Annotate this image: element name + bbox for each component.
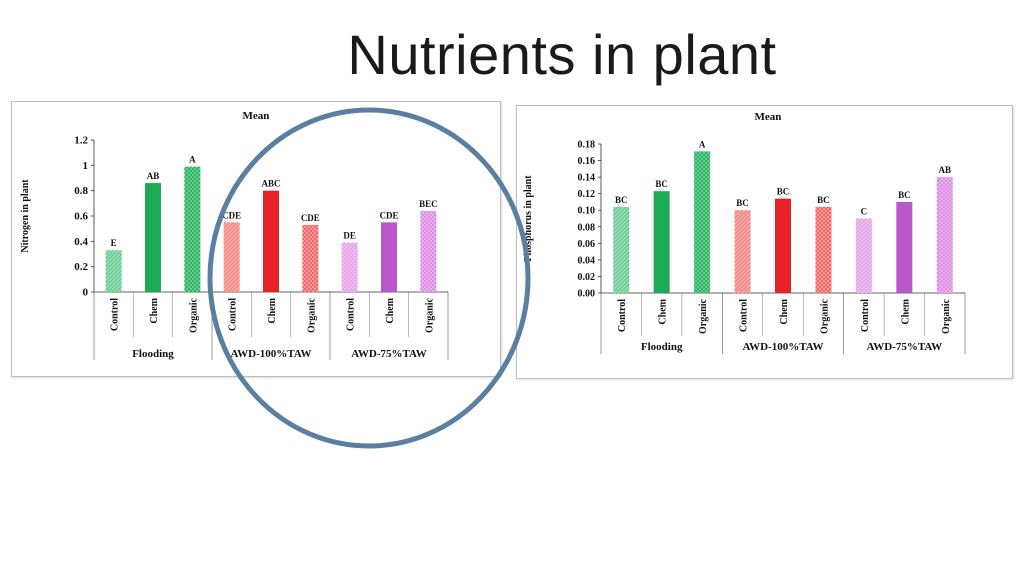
bar-awd-100-taw-control <box>223 222 240 292</box>
x-category-label: Control <box>617 299 628 332</box>
x-category-label: Control <box>739 299 750 332</box>
slide-title: Nutrients in plant <box>347 23 777 86</box>
bar-flooding-organic <box>694 151 711 293</box>
bar-data-label: AB <box>939 165 952 175</box>
bar-awd-75-taw-organic <box>936 177 953 293</box>
x-category-label: Control <box>110 298 121 331</box>
bar-data-label: CDE <box>301 213 320 223</box>
bar-data-label: BC <box>655 179 668 189</box>
bar-flooding-organic <box>184 166 201 292</box>
x-category-label: Organic <box>424 297 435 333</box>
bar-awd-75-taw-chem <box>381 222 397 292</box>
phosphorus-chart-panel: Mean Phosphorus in plant 0.00 0.02 0.04 0.06 0… <box>516 105 1013 379</box>
x-category-label: Organic <box>819 298 830 334</box>
x-category-label: Control <box>860 299 871 332</box>
y-tick-label: 0.4 <box>74 236 88 248</box>
y-tick-label: 0.6 <box>74 211 88 223</box>
phosphorus-chart: Mean Phosphorus in plant 0.00 0.02 0.04 0.06 0… <box>523 111 966 354</box>
bar-flooding-chem <box>653 191 670 293</box>
y-axis-label: Phosphorus in plant <box>523 175 534 262</box>
bar-flooding-control <box>105 250 122 292</box>
bar-data-label: CDE <box>222 210 241 220</box>
x-category-label: Organic <box>941 298 952 334</box>
nitrogen-chart-panel: Mean Nitrogen in plant 0 0.2 0.4 0.6 0.8 1 1.2 E C… <box>11 101 501 377</box>
y-tick-label: 0.8 <box>74 185 88 197</box>
y-tick-label: 0.00 <box>578 289 596 300</box>
x-category-label: Chem <box>267 297 278 323</box>
bar-data-label: BC <box>898 190 911 200</box>
bar-data-label: DE <box>343 231 356 241</box>
bar-awd-100-taw-chem <box>263 190 279 292</box>
bar-data-label: BEC <box>419 199 438 209</box>
y-tick-label: 0.12 <box>578 189 596 200</box>
bar-awd-75-taw-chem <box>896 201 913 293</box>
y-tick-label: 0.06 <box>578 239 596 250</box>
bar-data-label: BC <box>736 198 749 208</box>
y-tick-label: 1 <box>83 160 89 172</box>
y-tick-label: 0.08 <box>578 222 596 233</box>
y-tick-label: 0.16 <box>578 156 596 167</box>
y-tick-label: 0.10 <box>578 206 596 217</box>
x-category-label: Chem <box>149 297 160 323</box>
bar-data-label: CDE <box>379 210 398 220</box>
group-label-awd-75-taw: AWD-75%TAW <box>867 341 943 353</box>
bar-data-label: ABC <box>261 179 280 189</box>
bar-data-label: E <box>111 238 117 248</box>
y-axis-label: Nitrogen in plant <box>20 179 31 253</box>
y-tick-label: 0.04 <box>578 255 596 266</box>
bar-awd-100-taw-organic <box>815 206 832 293</box>
x-category-label: Organic <box>188 297 199 333</box>
group-label-awd-100-taw: AWD-100%TAW <box>742 341 823 353</box>
y-tick-label: 1.2 <box>74 135 88 147</box>
x-category-label: Control <box>228 298 239 331</box>
chart-title: Mean <box>755 111 782 123</box>
group-label-awd-100-taw: AWD-100%TAW <box>230 348 311 360</box>
x-category-label: Chem <box>385 297 396 323</box>
y-tick-label: 0.02 <box>578 272 596 283</box>
y-tick-label: 0.2 <box>74 261 88 273</box>
bar-data-label: BC <box>817 195 830 205</box>
bar-awd-100-taw-organic <box>302 224 319 292</box>
bar-flooding-chem <box>145 183 161 292</box>
group-label-flooding: Flooding <box>132 348 174 360</box>
y-tick-label: 0.14 <box>578 173 596 184</box>
bar-data-label: A <box>699 139 706 149</box>
bar-flooding-control <box>613 206 630 293</box>
bar-awd-100-taw-chem <box>775 198 791 293</box>
y-tick-label: 0.18 <box>578 140 596 151</box>
bar-awd-75-taw-control <box>341 242 358 292</box>
group-label-awd-75-taw: AWD-75%TAW <box>351 348 427 360</box>
bar-awd-100-taw-control <box>734 210 751 293</box>
x-category-label: Chem <box>779 298 790 324</box>
bar-data-label: C <box>861 207 868 217</box>
bar-data-label: BC <box>777 187 790 197</box>
bar-data-label: BC <box>615 195 628 205</box>
x-category-label: Chem <box>658 298 669 324</box>
x-category-label: Chem <box>900 298 911 324</box>
bar-data-label: AB <box>147 171 160 181</box>
bar-awd-75-taw-organic <box>420 210 437 292</box>
bar-awd-75-taw-control <box>855 218 872 293</box>
bar-data-label: A <box>189 155 196 165</box>
chart-title: Mean <box>243 110 270 122</box>
x-category-label: Organic <box>306 297 317 333</box>
group-label-flooding: Flooding <box>641 341 683 353</box>
nitrogen-chart: Mean Nitrogen in plant 0 0.2 0.4 0.6 0.8 1 1.2 E C… <box>20 110 449 360</box>
x-category-label: Organic <box>698 298 709 334</box>
x-category-label: Control <box>346 298 357 331</box>
y-tick-label: 0 <box>83 287 89 299</box>
